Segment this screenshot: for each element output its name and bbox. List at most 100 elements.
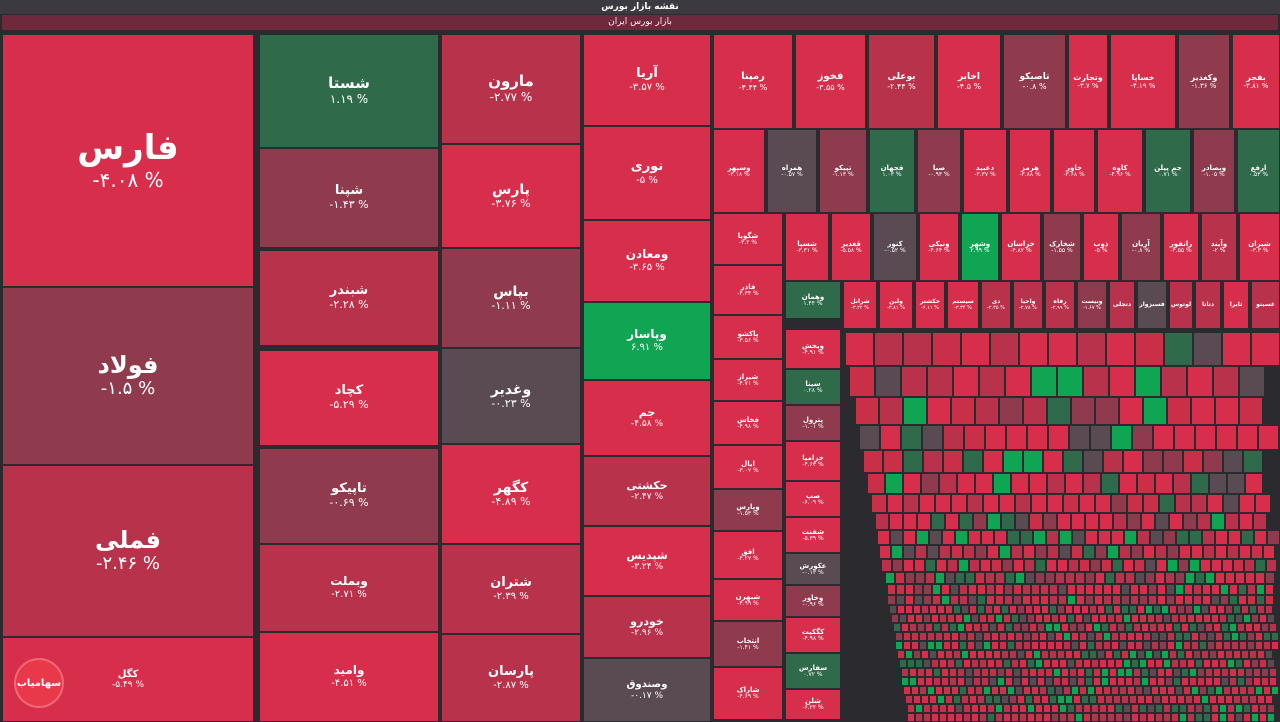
small-stock-cell[interactable] bbox=[1131, 713, 1139, 722]
small-stock-cell[interactable] bbox=[1139, 713, 1147, 722]
small-stock-cell[interactable] bbox=[1220, 595, 1229, 605]
small-stock-cell[interactable] bbox=[1003, 704, 1011, 713]
small-stock-cell[interactable] bbox=[1193, 595, 1202, 605]
small-stock-cell[interactable] bbox=[877, 530, 890, 545]
small-stock-cell[interactable] bbox=[951, 641, 959, 650]
small-stock-cell[interactable] bbox=[1055, 686, 1063, 695]
small-stock-cell[interactable] bbox=[1035, 545, 1047, 559]
small-stock-cell[interactable] bbox=[915, 659, 923, 668]
small-stock-cell[interactable] bbox=[1165, 572, 1175, 584]
stock-tile[interactable]: انتخاب -۱.۴۱ % bbox=[713, 621, 783, 667]
small-stock-cell[interactable] bbox=[1191, 641, 1199, 650]
small-stock-cell[interactable] bbox=[1013, 584, 1022, 595]
stock-tile[interactable]: مارون -۲.۷۷ % bbox=[441, 34, 581, 144]
small-stock-cell[interactable] bbox=[1057, 605, 1065, 614]
small-stock-cell[interactable] bbox=[1181, 623, 1189, 632]
small-stock-cell[interactable] bbox=[1113, 650, 1121, 659]
small-stock-cell[interactable] bbox=[1229, 595, 1238, 605]
small-stock-cell[interactable] bbox=[1051, 713, 1059, 722]
small-stock-cell[interactable] bbox=[892, 559, 903, 572]
small-stock-cell[interactable] bbox=[1111, 686, 1119, 695]
small-stock-cell[interactable] bbox=[945, 572, 955, 584]
small-stock-cell[interactable] bbox=[1109, 366, 1135, 397]
small-stock-cell[interactable] bbox=[955, 704, 963, 713]
small-stock-cell[interactable] bbox=[933, 668, 941, 677]
small-stock-cell[interactable] bbox=[1097, 605, 1105, 614]
stock-tile[interactable]: خزامیا -۴.۶۳ % bbox=[785, 441, 841, 481]
small-stock-cell[interactable] bbox=[1253, 623, 1261, 632]
small-stock-cell[interactable] bbox=[889, 513, 903, 530]
small-stock-cell[interactable] bbox=[1165, 677, 1173, 686]
small-stock-cell[interactable] bbox=[1239, 494, 1255, 513]
small-stock-cell[interactable] bbox=[1189, 530, 1202, 545]
small-stock-cell[interactable] bbox=[965, 572, 975, 584]
small-stock-cell[interactable] bbox=[1023, 545, 1035, 559]
small-stock-cell[interactable] bbox=[1011, 545, 1023, 559]
small-stock-cell[interactable] bbox=[903, 494, 919, 513]
small-stock-cell[interactable] bbox=[1123, 713, 1131, 722]
small-stock-cell[interactable] bbox=[1167, 686, 1175, 695]
small-stock-cell[interactable] bbox=[1077, 623, 1085, 632]
small-stock-cell[interactable] bbox=[1213, 623, 1221, 632]
small-stock-cell[interactable] bbox=[1263, 545, 1275, 559]
small-stock-cell[interactable] bbox=[1007, 530, 1020, 545]
small-stock-cell[interactable] bbox=[1075, 572, 1085, 584]
small-stock-cell[interactable] bbox=[936, 559, 947, 572]
stock-tile[interactable]: نوری -۵ % bbox=[583, 126, 711, 220]
small-stock-cell[interactable] bbox=[880, 425, 901, 450]
small-stock-cell[interactable] bbox=[1179, 659, 1187, 668]
small-stock-cell[interactable] bbox=[1063, 632, 1071, 641]
small-stock-cell[interactable] bbox=[1237, 425, 1258, 450]
small-stock-cell[interactable] bbox=[1077, 677, 1085, 686]
small-stock-cell[interactable] bbox=[975, 632, 983, 641]
small-stock-cell[interactable] bbox=[1013, 595, 1022, 605]
small-stock-cell[interactable] bbox=[1075, 713, 1083, 722]
small-stock-cell[interactable] bbox=[919, 686, 927, 695]
small-stock-cell[interactable] bbox=[1199, 641, 1207, 650]
small-stock-cell[interactable] bbox=[1251, 659, 1259, 668]
small-stock-cell[interactable] bbox=[1229, 677, 1237, 686]
small-stock-cell[interactable] bbox=[1093, 623, 1101, 632]
small-stock-cell[interactable] bbox=[1129, 605, 1137, 614]
small-stock-cell[interactable] bbox=[1159, 641, 1167, 650]
small-stock-cell[interactable] bbox=[1040, 584, 1049, 595]
small-stock-cell[interactable] bbox=[955, 530, 968, 545]
small-stock-cell[interactable] bbox=[1123, 614, 1131, 623]
small-stock-cell[interactable] bbox=[1137, 605, 1145, 614]
small-stock-cell[interactable] bbox=[1049, 650, 1057, 659]
small-stock-cell[interactable] bbox=[1219, 704, 1227, 713]
small-stock-cell[interactable] bbox=[951, 397, 975, 425]
small-stock-cell[interactable] bbox=[1164, 332, 1193, 366]
small-stock-cell[interactable] bbox=[1271, 632, 1279, 641]
small-stock-cell[interactable] bbox=[1029, 473, 1047, 494]
small-stock-cell[interactable] bbox=[1067, 704, 1075, 713]
small-stock-cell[interactable] bbox=[1115, 659, 1123, 668]
small-stock-cell[interactable] bbox=[953, 605, 961, 614]
small-stock-cell[interactable] bbox=[1127, 641, 1135, 650]
small-stock-cell[interactable] bbox=[1071, 632, 1079, 641]
small-stock-cell[interactable] bbox=[969, 650, 977, 659]
small-stock-cell[interactable] bbox=[905, 572, 915, 584]
small-stock-cell[interactable] bbox=[1215, 686, 1223, 695]
small-stock-cell[interactable] bbox=[1233, 605, 1241, 614]
small-stock-cell[interactable] bbox=[1009, 605, 1017, 614]
small-stock-cell[interactable] bbox=[1157, 668, 1165, 677]
small-stock-cell[interactable] bbox=[887, 584, 896, 595]
small-stock-cell[interactable] bbox=[1243, 614, 1251, 623]
small-stock-cell[interactable] bbox=[1157, 595, 1166, 605]
small-stock-cell[interactable] bbox=[1001, 605, 1009, 614]
small-stock-cell[interactable] bbox=[1217, 650, 1225, 659]
small-stock-cell[interactable] bbox=[1059, 659, 1067, 668]
small-stock-cell[interactable] bbox=[1215, 530, 1228, 545]
small-stock-cell[interactable] bbox=[1031, 494, 1047, 513]
small-stock-cell[interactable] bbox=[1041, 695, 1049, 704]
small-stock-cell[interactable] bbox=[1115, 704, 1123, 713]
small-stock-cell[interactable] bbox=[1225, 695, 1233, 704]
small-stock-cell[interactable] bbox=[959, 595, 968, 605]
small-stock-cell[interactable] bbox=[903, 513, 917, 530]
small-stock-cell[interactable] bbox=[1101, 677, 1109, 686]
small-stock-cell[interactable] bbox=[885, 473, 903, 494]
small-stock-cell[interactable] bbox=[1023, 641, 1031, 650]
small-stock-cell[interactable] bbox=[985, 650, 993, 659]
small-stock-cell[interactable] bbox=[1251, 614, 1259, 623]
